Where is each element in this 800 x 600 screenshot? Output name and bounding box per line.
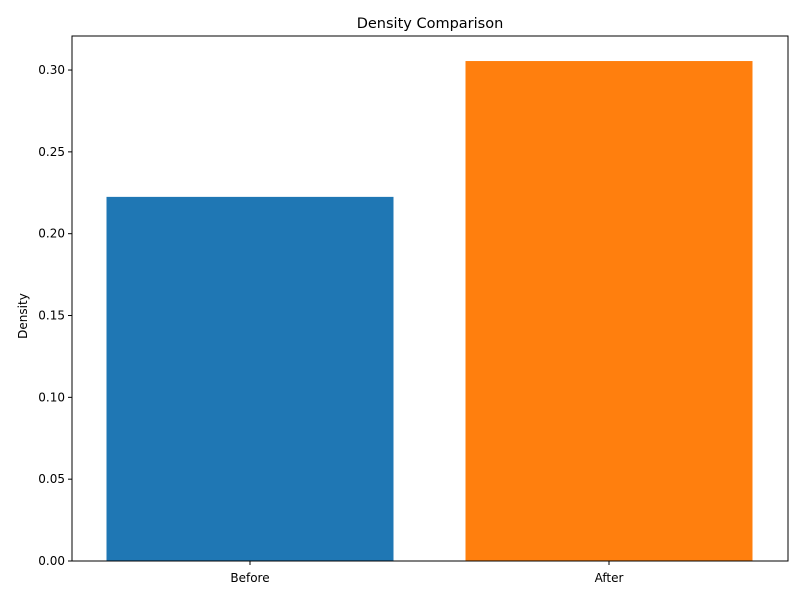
bar-after — [465, 61, 753, 561]
y-tick-label: 0.25 — [38, 145, 65, 159]
y-axis-label: Density — [16, 293, 30, 339]
bar-before — [106, 196, 394, 561]
bars-group — [106, 61, 753, 561]
y-axis: 0.00 0.05 0.10 0.15 0.20 0.25 0.30 — [38, 63, 72, 568]
y-tick-label: 0.05 — [38, 472, 65, 486]
y-tick-label: 0.30 — [38, 63, 65, 77]
y-tick-label: 0.15 — [38, 309, 65, 323]
x-tick-label-after: After — [595, 571, 624, 585]
y-tick-label: 0.00 — [38, 554, 65, 568]
y-tick-label: 0.20 — [38, 227, 65, 241]
x-axis: Before After — [230, 561, 623, 585]
plot-frame — [71, 35, 789, 562]
y-tick-label: 0.10 — [38, 390, 65, 404]
chart-title: Density Comparison — [357, 16, 504, 32]
x-tick-label-before: Before — [230, 571, 269, 585]
